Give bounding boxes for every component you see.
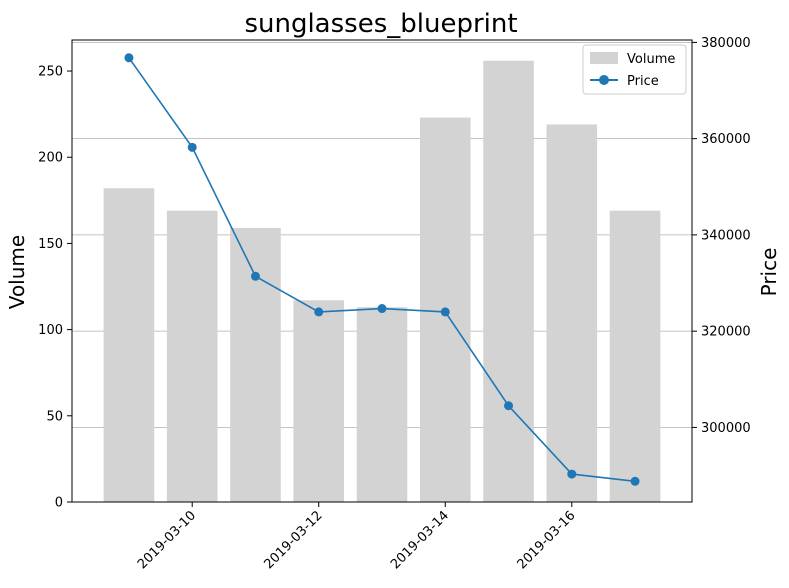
volume-bar <box>546 124 598 502</box>
volume-bar <box>166 210 218 502</box>
y-left-tick-label: 250 <box>38 65 63 80</box>
legend-swatch-volume <box>590 52 618 64</box>
x-tick-label: 2019-03-12 <box>262 508 326 572</box>
price-point <box>250 271 260 281</box>
y-right-tick-label: 320000 <box>701 325 751 340</box>
y-right-tick-label: 300000 <box>701 421 751 436</box>
plot-frame <box>71 39 693 503</box>
legend-label-price: Price <box>627 74 659 89</box>
volume-bar <box>483 60 534 503</box>
chart-title: sunglasses_blueprint <box>244 9 517 39</box>
x-tick-label: 2019-03-10 <box>135 508 199 572</box>
price-point <box>187 142 197 152</box>
line-layer <box>124 53 640 486</box>
x-tick-label: 2019-03-16 <box>515 508 579 572</box>
y-left-tick-label: 50 <box>46 409 63 424</box>
volume-bar <box>356 307 408 502</box>
y-left-tick-label: 0 <box>55 496 63 511</box>
price-point <box>567 469 577 479</box>
volume-bar <box>609 210 661 502</box>
price-point <box>504 401 514 411</box>
y-left-tick-label: 100 <box>38 323 63 338</box>
volume-bar <box>293 300 345 502</box>
legend-label-volume: Volume <box>627 52 675 67</box>
volume-bar <box>230 227 281 502</box>
legend-marker-price <box>599 75 609 85</box>
y-left-tick-label: 200 <box>38 151 63 166</box>
y-right-tick-label: 360000 <box>701 132 751 147</box>
legend: Volume Price <box>582 44 687 95</box>
y-right-axis-label: Price <box>757 248 781 297</box>
y-right-tick-label: 340000 <box>701 228 751 243</box>
y-left-axis-label: Volume <box>5 235 29 309</box>
price-point <box>377 304 387 314</box>
bar-layer <box>103 60 661 503</box>
y-right-tick-label: 380000 <box>701 36 751 51</box>
price-point <box>124 53 134 63</box>
price-point <box>440 307 450 317</box>
y-left-tick-label: 150 <box>38 237 63 252</box>
price-point <box>630 476 640 486</box>
x-tick-label: 2019-03-14 <box>388 508 452 572</box>
volume-bar <box>103 188 155 503</box>
price-point <box>314 307 324 317</box>
